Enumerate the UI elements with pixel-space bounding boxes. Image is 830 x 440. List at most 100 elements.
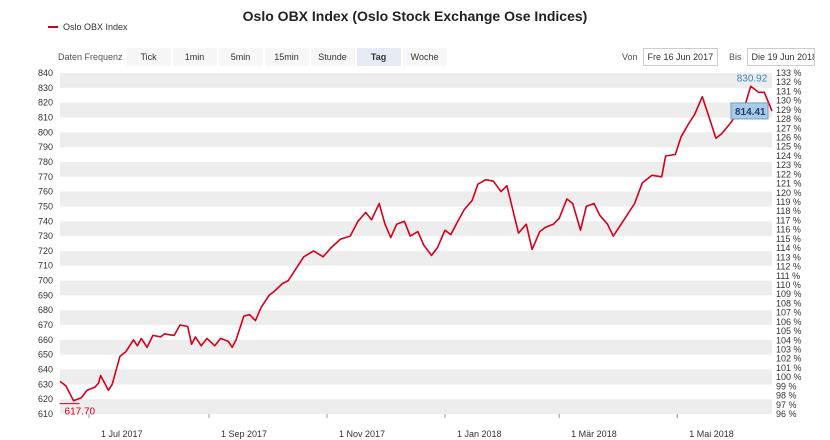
frequency-button-5min[interactable]: 5min: [218, 48, 263, 66]
series-line-oslo-obx: [59, 85, 773, 402]
y2-tick-label: 97 %: [776, 400, 797, 410]
y-axis: 610 620 630 640 650 660 670 680 690 700 710 720 730 7…: [38, 68, 53, 419]
y-tick-label: 820: [38, 98, 53, 108]
y2-tick-label: 104 %: [776, 335, 802, 345]
y2-tick-label: 109 %: [776, 289, 802, 299]
range-from-input[interactable]: Fre 16 Jun 2017: [642, 48, 719, 66]
y-tick-label: 620: [38, 394, 53, 404]
y2-tick-label: 122 %: [776, 169, 802, 179]
y2-tick-label: 100 %: [776, 372, 802, 382]
y2-tick-label: 131 %: [776, 86, 802, 96]
y-tick-label: 680: [38, 305, 53, 315]
max-value-label: 830.92: [737, 73, 768, 84]
y-tick-label: 800: [38, 127, 53, 137]
y-tick-label: 670: [38, 320, 53, 330]
x-tick-label: 1 Jul 2017: [101, 429, 143, 439]
y2-tick-label: 128 %: [776, 114, 802, 124]
y2-tick-label: 129 %: [776, 105, 802, 115]
frequency-button-15min[interactable]: 15min: [264, 48, 309, 66]
y2-tick-label: 111 %: [776, 271, 800, 281]
y2-tick-label: 106 %: [776, 317, 802, 327]
y-tick-label: 740: [38, 216, 53, 226]
y2-tick-label: 119 %: [776, 197, 801, 207]
y2-tick-label: 124 %: [776, 151, 802, 161]
frequency-button-hour[interactable]: Stunde: [310, 48, 355, 66]
y2-tick-label: 118 %: [776, 206, 801, 216]
y2-tick-label: 112 %: [776, 262, 801, 272]
y2-tick-label: 103 %: [776, 344, 802, 354]
y-tick-label: 790: [38, 142, 53, 152]
y2-tick-label: 117 %: [776, 215, 801, 225]
y2-tick-label: 130 %: [776, 96, 802, 106]
value-labels: 617.70 830.92 814.41: [59, 73, 769, 418]
y2-tick-label: 105 %: [776, 326, 802, 336]
grid-band: [60, 310, 772, 326]
y2-tick-label: 123 %: [776, 160, 802, 170]
y-tick-label: 730: [38, 231, 53, 241]
y2-tick-label: 107 %: [776, 308, 802, 318]
y-tick-label: 640: [38, 365, 53, 375]
y2-tick-label: 115 %: [776, 234, 801, 244]
y2-tick-label: 126 %: [776, 133, 802, 143]
y2-tick-label: 121 %: [776, 179, 802, 189]
last-value-label: 814.41: [735, 107, 766, 118]
x-tick-label: 1 Mai 2018: [689, 429, 734, 439]
frequency-button-1min[interactable]: 1min: [172, 48, 217, 66]
y2-tick-label: 108 %: [776, 298, 802, 308]
y2-tick-label: 116 %: [776, 225, 801, 235]
min-value-label: 617.70: [65, 407, 96, 418]
frequency-button-day[interactable]: Tag: [356, 48, 401, 66]
legend-swatch: [48, 26, 58, 28]
y-tick-label: 660: [38, 335, 53, 345]
y-tick-label: 780: [38, 157, 53, 167]
y2-tick-label: 110 %: [776, 280, 801, 290]
chart-title: Oslo OBX Index (Oslo Stock Exchange Ose …: [242, 8, 588, 24]
y-tick-label: 810: [38, 112, 53, 122]
grid-band: [60, 102, 772, 118]
grid-band: [60, 191, 772, 207]
range-to: Bis Die 19 Jun 2018: [729, 48, 815, 66]
range-from-label: Von: [622, 52, 638, 62]
y-tick-label: 610: [38, 409, 53, 419]
frequency-label: Daten Frequenz: [58, 52, 123, 62]
grid-band: [60, 132, 772, 148]
y-tick-label: 770: [38, 172, 53, 182]
y-tick-label: 710: [38, 261, 53, 271]
y2-tick-label: 114 %: [776, 243, 801, 253]
y-tick-label: 830: [38, 83, 53, 93]
y2-tick-label: 113 %: [776, 252, 801, 262]
range-to-label: Bis: [729, 52, 742, 62]
y-tick-label: 630: [38, 379, 53, 389]
range-from: Von Fre 16 Jun 2017: [622, 48, 719, 66]
x-tick-label: 1 Sep 2017: [221, 429, 267, 439]
grid-band: [60, 161, 772, 177]
y-tick-label: 760: [38, 187, 53, 197]
range-to-input[interactable]: Die 19 Jun 2018: [746, 48, 815, 66]
frequency-button-tick[interactable]: Tick: [126, 48, 171, 66]
x-tick-label: 1 Jan 2018: [457, 429, 502, 439]
y-tick-label: 720: [38, 246, 53, 256]
legend[interactable]: Oslo OBX Index: [48, 22, 128, 32]
x-tick-label: 1 Mär 2018: [571, 429, 617, 439]
y-tick-label: 690: [38, 290, 53, 300]
last-value-box: [730, 102, 769, 120]
frequency-button-week[interactable]: Woche: [402, 48, 447, 66]
y2-tick-label: 101 %: [776, 363, 802, 373]
grid-bands: [60, 73, 772, 414]
x-axis: 1 Jul 2017 1 Sep 2017 1 Nov 2017 1 Jan 2018…: [88, 414, 734, 439]
y2-tick-label: 133 %: [776, 68, 802, 78]
y-tick-label: 700: [38, 276, 53, 286]
y2-tick-label: 96 %: [776, 409, 797, 419]
grid-band: [60, 221, 772, 237]
y2-axis: 96 %97 %98 %99 %100 %101 %102 %103 %104 …: [776, 68, 802, 419]
grid-band: [60, 280, 772, 296]
grid-band: [60, 339, 772, 355]
grid-band: [60, 399, 772, 414]
y2-tick-label: 127 %: [776, 123, 802, 133]
y-tick-label: 840: [38, 68, 53, 78]
frequency-toolbar: Daten Frequenz Tick 1min 5min 15min Stun…: [58, 48, 449, 66]
grid-band: [60, 369, 772, 385]
grid-band: [60, 73, 772, 88]
grid-band: [60, 250, 772, 266]
